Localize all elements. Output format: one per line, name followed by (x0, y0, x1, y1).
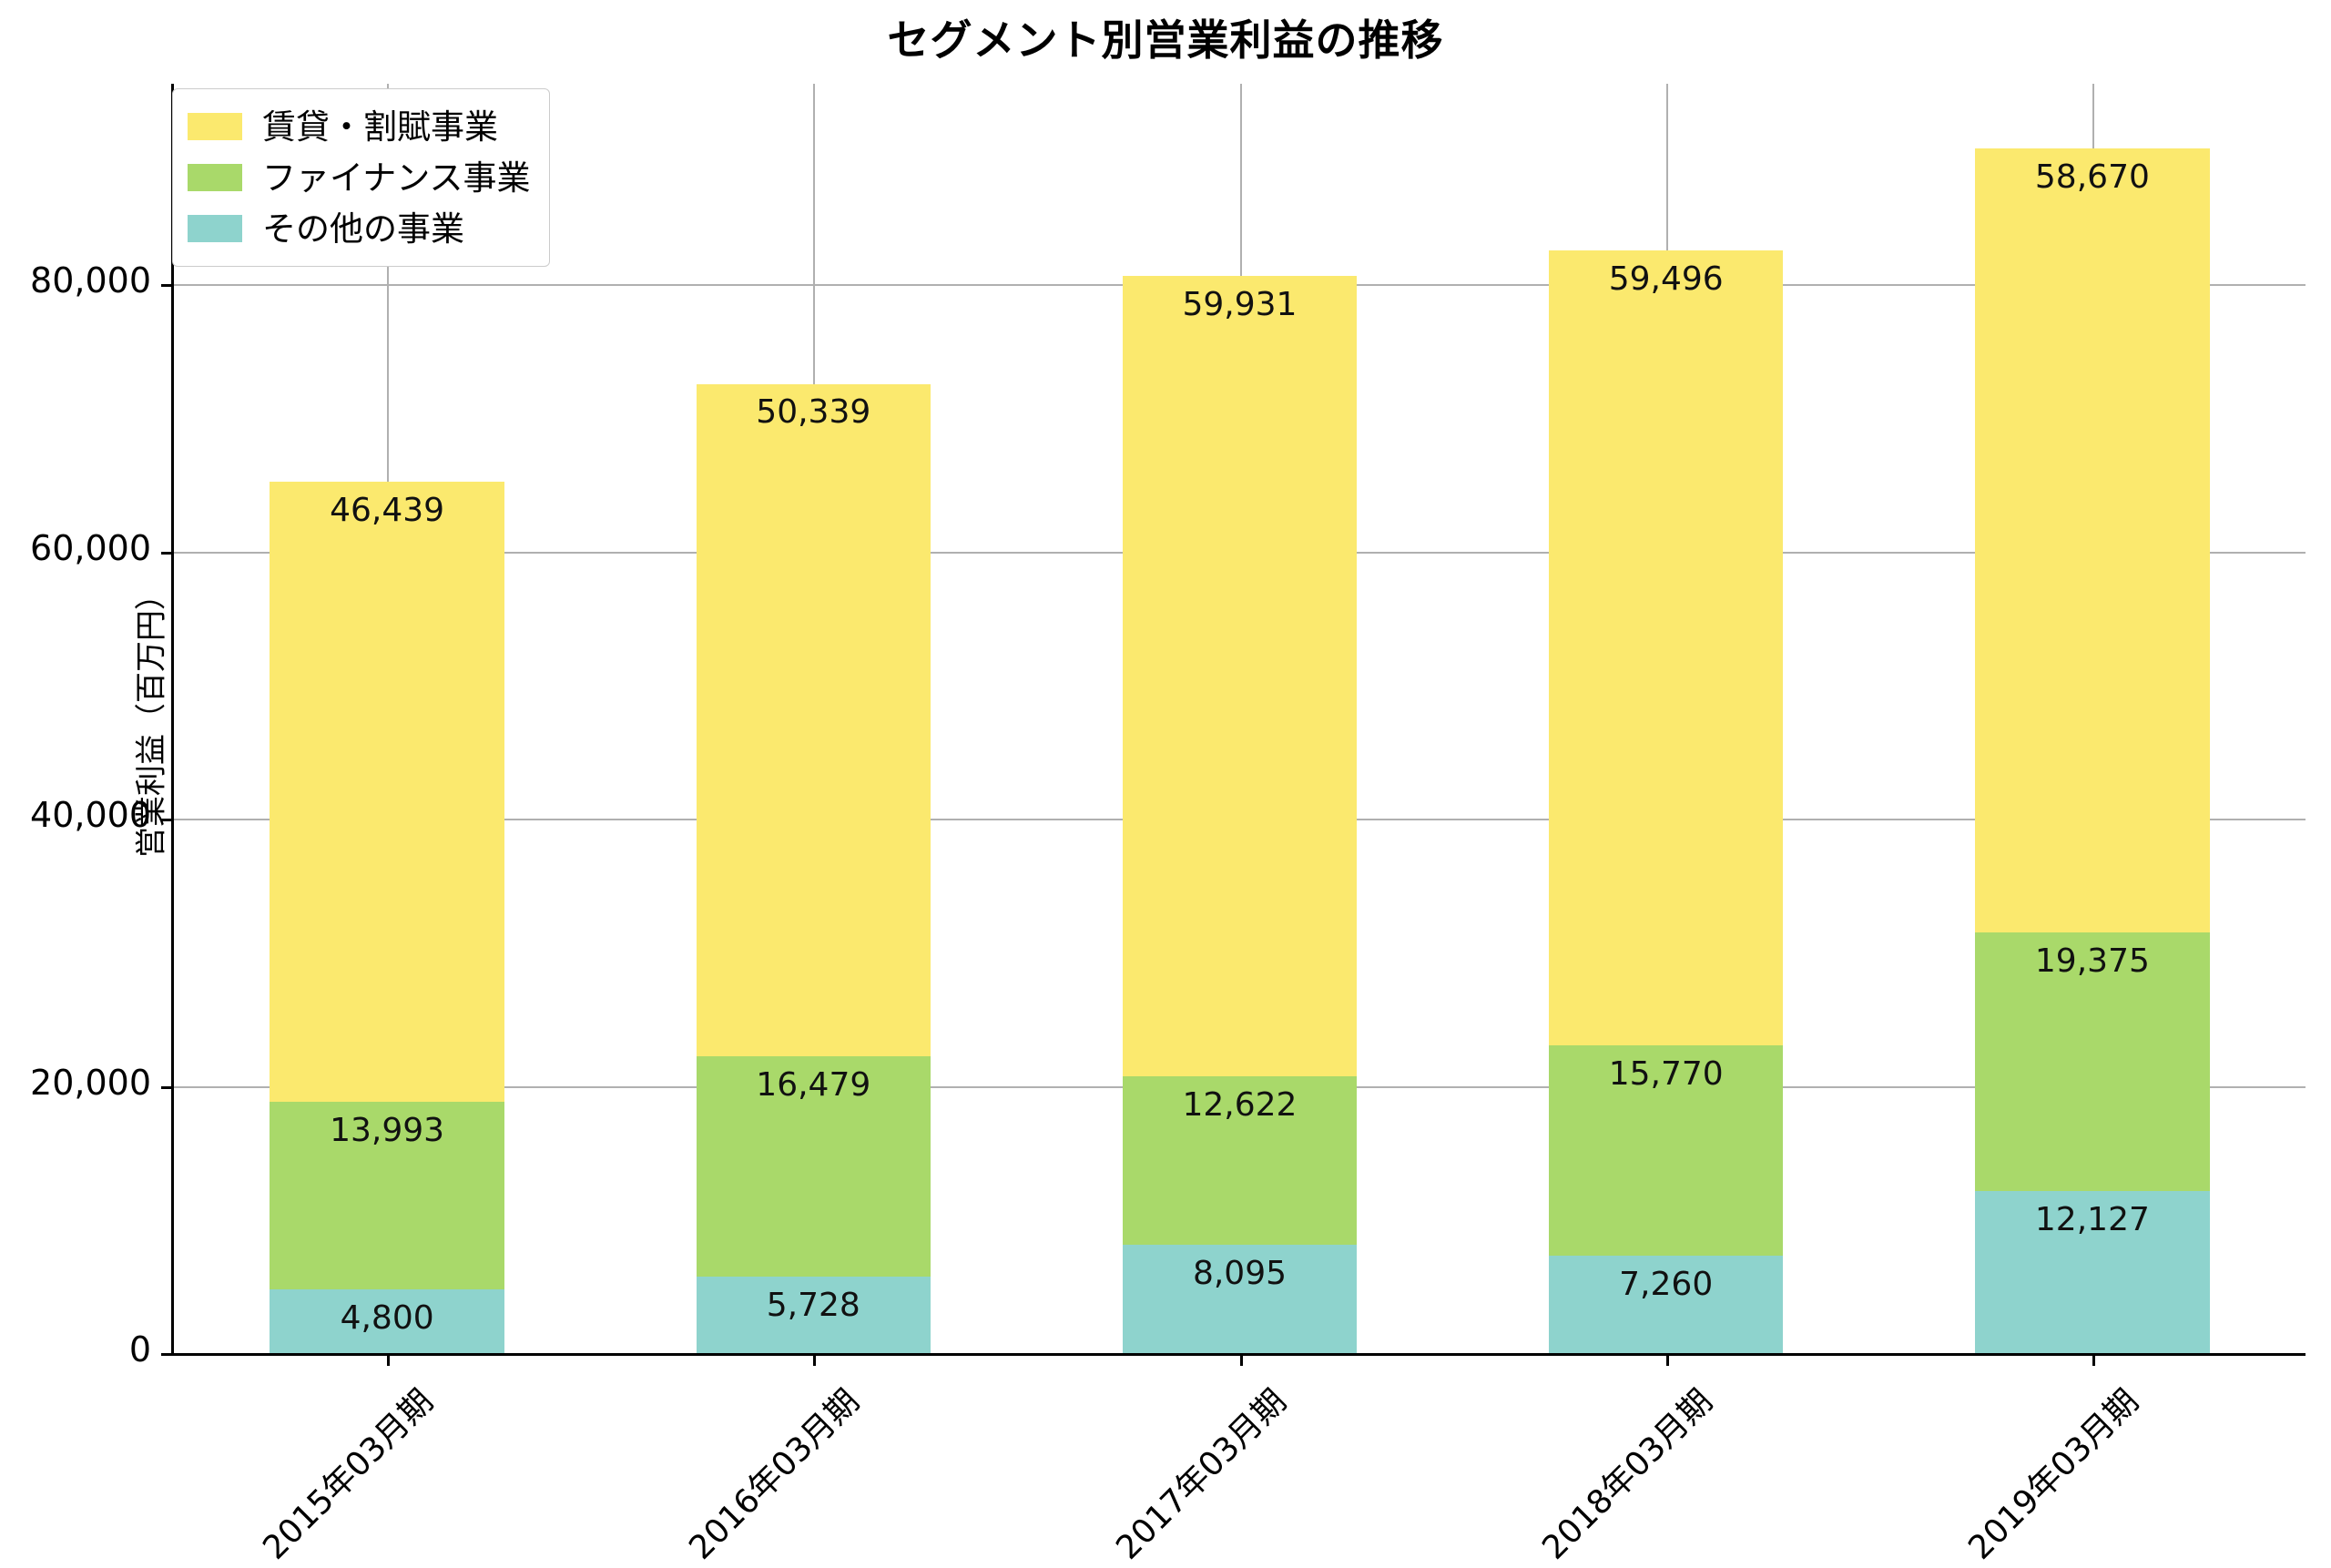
y-axis-tick (161, 551, 174, 555)
legend-swatch (188, 164, 242, 191)
bar-segment[interactable] (270, 1102, 504, 1289)
x-axis-tick-label: 2019年03月期 (1961, 1382, 2146, 1567)
y-axis-tick-label: 40,000 (30, 795, 151, 836)
x-axis-tick-label: 2017年03月期 (1108, 1382, 1294, 1567)
y-axis-tick (161, 819, 174, 822)
bar-segment[interactable] (1548, 250, 1784, 1046)
x-axis-tick (2092, 1353, 2095, 1366)
bar-segment[interactable] (270, 481, 504, 1103)
x-axis-tick (813, 1353, 817, 1366)
bar-segment[interactable] (1975, 148, 2210, 932)
legend-item[interactable]: 賃貸・割賦事業 (188, 101, 531, 152)
y-axis-tick (161, 284, 174, 288)
legend-item[interactable]: その他の事業 (188, 203, 531, 254)
legend-item[interactable]: ファイナンス事業 (188, 152, 531, 203)
y-axis-tick-label: 20,000 (30, 1062, 151, 1103)
bar-segment[interactable] (696, 383, 931, 1057)
x-axis-tick-label: 2018年03月期 (1534, 1382, 1720, 1567)
page-title: セグメント別営業利益の推移 (887, 15, 1444, 65)
bar-segment[interactable] (1975, 932, 2210, 1192)
bar-segment[interactable] (696, 1276, 931, 1353)
bar-segment[interactable] (1548, 1256, 1784, 1353)
bar-segment[interactable] (1122, 1076, 1358, 1246)
x-axis-tick-label: 2016年03月期 (682, 1382, 868, 1567)
y-axis-tick-label: 80,000 (30, 260, 151, 301)
legend-label: ファイナンス事業 (262, 158, 531, 198)
legend-label: 賃貸・割賦事業 (262, 107, 498, 147)
bar-group[interactable]: 7,260 15,770 59,496 (1548, 84, 1784, 1353)
y-axis-tick-label: 0 (128, 1329, 151, 1369)
legend-label: その他の事業 (262, 209, 464, 249)
y-axis-tick (161, 1353, 174, 1356)
y-axis-tick (161, 1085, 174, 1089)
bar-segment[interactable] (1975, 1191, 2210, 1353)
bar-segment[interactable] (1122, 1245, 1358, 1353)
legend-swatch (188, 113, 242, 140)
bar-segment[interactable] (270, 1288, 504, 1353)
x-axis-tick (1239, 1353, 1243, 1366)
x-axis-tick-label: 2015年03月期 (256, 1382, 441, 1567)
y-axis-tick-label: 60,000 (30, 527, 151, 568)
bar-segment[interactable] (1122, 275, 1358, 1077)
bar-segment[interactable] (696, 1056, 931, 1277)
bar-segment[interactable] (1548, 1045, 1784, 1257)
x-axis-tick (1665, 1353, 1669, 1366)
bar-group[interactable]: 5,728 16,479 50,339 (696, 84, 931, 1353)
legend-swatch (188, 215, 242, 242)
legend: 賃貸・割賦事業 ファイナンス事業 その他の事業 (172, 88, 550, 267)
x-axis-tick (387, 1353, 391, 1366)
